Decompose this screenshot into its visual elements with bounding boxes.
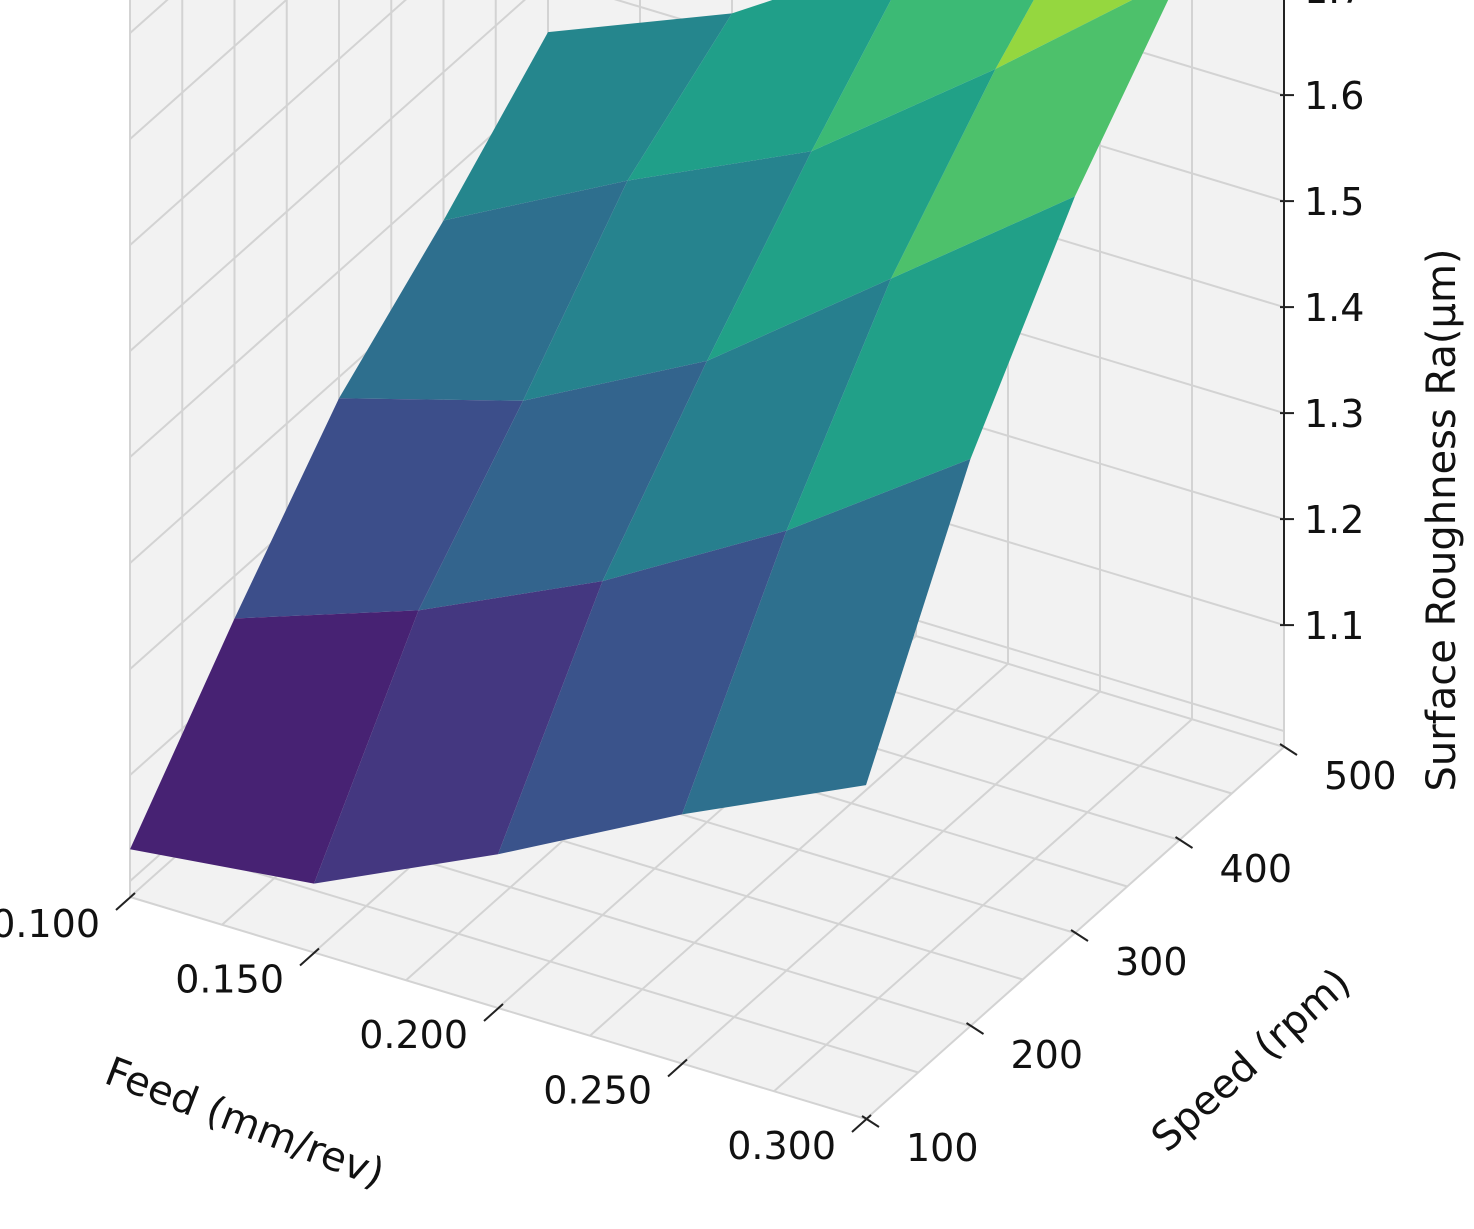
z-tick-label: 1.3: [1304, 392, 1364, 436]
surface-face: [339, 180, 628, 401]
z-tick-label: 1.6: [1304, 74, 1364, 118]
y-tick: [1174, 836, 1194, 849]
z-axis-label: Surface Roughness Ra(μm): [1419, 248, 1465, 791]
z-tick-label: 1.1: [1304, 604, 1364, 648]
surface-face: [891, 0, 1169, 279]
y-tick-label: 400: [1220, 847, 1293, 891]
surface-mesh: [130, 0, 1169, 884]
leftwall-grid-z: [129, 0, 407, 246]
y-tick-label: 200: [1011, 1033, 1084, 1077]
x-tick-label: 0.250: [543, 1069, 652, 1113]
x-tick: [483, 1003, 504, 1022]
y-tick-label: 500: [1324, 754, 1397, 798]
x-axis-label: Feed (mm/rev): [99, 1049, 391, 1198]
z-tick-label: 1.7: [1304, 0, 1364, 12]
surface-face: [995, 0, 1133, 69]
surface-face: [130, 610, 419, 884]
y-axis-label: Speed (rpm): [1143, 960, 1360, 1162]
x-tick-label: 0.200: [359, 1013, 468, 1057]
z-tick-label: 1.4: [1304, 286, 1364, 330]
surface-face: [627, 0, 891, 181]
leftwall-grid-z: [129, 0, 527, 352]
leftwall-grid-z: [129, 84, 549, 458]
y-tick-label: 300: [1115, 940, 1188, 984]
y-tick: [861, 1115, 880, 1128]
surface-face: [443, 13, 732, 221]
x-tick: [851, 1114, 872, 1133]
x-tick: [299, 947, 320, 967]
surface-face: [523, 151, 812, 401]
z-tick-label: 1.2: [1304, 498, 1364, 542]
y-tick: [1279, 743, 1298, 756]
surface-face: [811, 0, 1034, 152]
x-tick-label: 0.300: [727, 1124, 836, 1168]
surface-face: [707, 69, 996, 361]
leftwall-grid-z: [129, 0, 288, 140]
y-tick: [965, 1022, 985, 1035]
surface-face: [234, 398, 523, 619]
x-tick: [667, 1058, 688, 1078]
surface-face: [786, 196, 1075, 531]
surface-face: [602, 278, 891, 582]
surface-face: [314, 581, 603, 884]
surface-face: [418, 360, 707, 611]
surface-face: [498, 530, 787, 855]
y-tick: [1070, 929, 1089, 942]
z-tick-label: 1.5: [1304, 180, 1364, 224]
backwall-grid-z: [965, 0, 1285, 97]
x-tick: [115, 892, 136, 911]
axis-ticks: 0.100 0.150 0.200 0.250 0.300 100 200 300 400 500…: [0, 0, 1397, 1170]
y-tick-label: 100: [906, 1126, 979, 1170]
x-tick-label: 0.150: [175, 958, 284, 1002]
x-tick-label: 0.100: [0, 902, 100, 946]
surface-face: [682, 458, 971, 815]
floor-grid-y: [181, 849, 919, 1074]
